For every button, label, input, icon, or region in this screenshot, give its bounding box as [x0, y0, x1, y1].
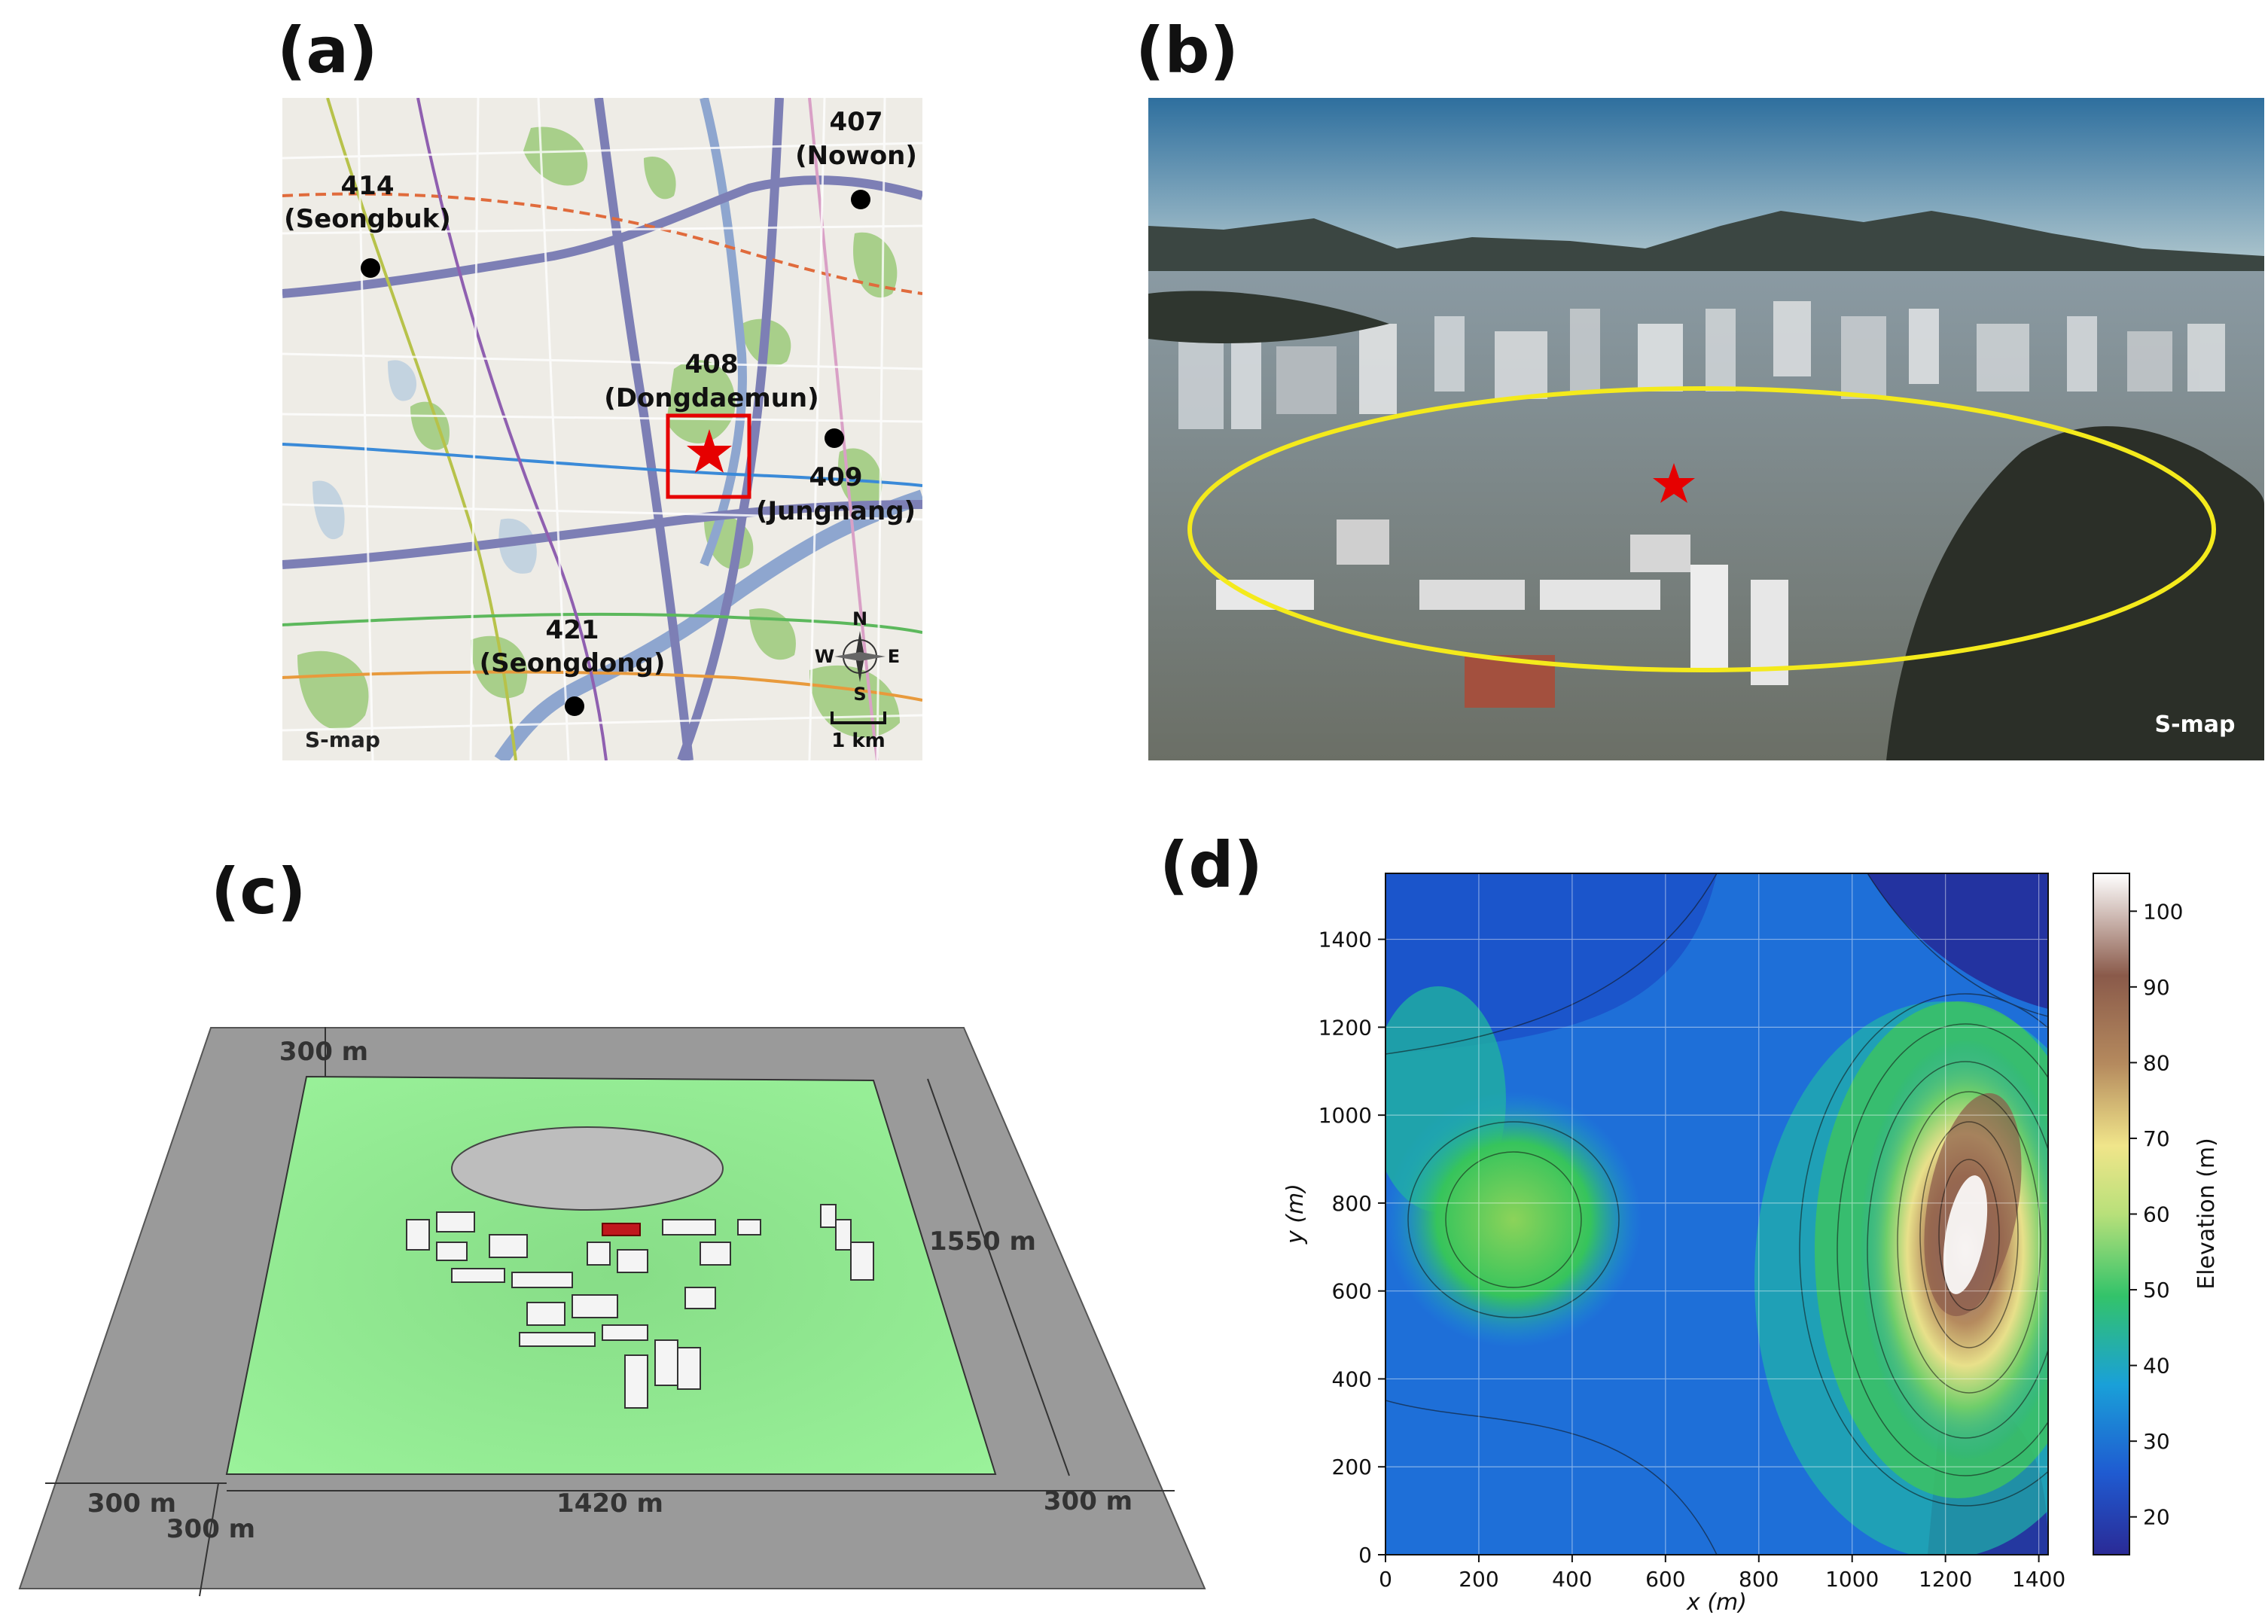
y-axis-ticks: 0 200 400 600 800 1000 1200 1400 — [1318, 928, 1385, 1568]
colorbar-tick-label: 30 — [2143, 1429, 2170, 1454]
station-407-dot — [851, 190, 870, 209]
building-cluster — [406, 1126, 874, 1409]
station-409-dot — [825, 428, 844, 448]
panel-c-domain: 300 m 1550 m 1420 m 300 m 300 m 300 m — [0, 971, 1220, 1619]
study-area-ellipse — [1187, 386, 2216, 672]
colorbar-tick-label: 40 — [2143, 1354, 2170, 1379]
colorbar-tick-label: 70 — [2143, 1126, 2170, 1151]
dim-right: 1550 m — [929, 1226, 1036, 1257]
dimension-lines — [45, 1027, 1175, 1597]
scale-bar-label: 1 km — [831, 730, 886, 752]
x-tick-label: 800 — [1739, 1567, 1779, 1592]
station-407-id: 407 — [830, 107, 883, 137]
domain-svg: 300 m 1550 m 1420 m 300 m 300 m 300 m — [18, 1027, 1206, 1597]
station-407-name: (Nowon) — [795, 141, 917, 171]
map-background — [282, 98, 922, 760]
terrain-surface — [225, 1075, 997, 1475]
station-414-dot — [361, 258, 380, 278]
forested-ridge-left — [1148, 291, 1389, 343]
forested-hill — [1886, 426, 2264, 760]
study-area-star — [1653, 463, 1695, 503]
panel-label-b: (b) — [1136, 14, 1239, 87]
heatmap-field — [1385, 873, 2048, 1555]
station-409-name: (Jungnang) — [756, 496, 916, 526]
y-tick-label: 1400 — [1318, 928, 1372, 952]
colorbar-label: Elevation (m) — [2193, 1138, 2220, 1290]
aerial-source-label: S-map — [2154, 711, 2235, 738]
scale-bar — [831, 711, 886, 724]
station-421-name: (Seongdong) — [480, 648, 666, 678]
water-areas — [312, 360, 537, 574]
aerial-svg: S-map — [1148, 98, 2264, 760]
x-axis-label: x (m) — [1686, 1589, 1747, 1616]
map-svg: 407 (Nowon) 414 (Seongbuk) 408 (Dongdaem… — [282, 96, 925, 765]
minor-roads — [282, 97, 923, 761]
target-building — [602, 1223, 641, 1236]
dim-bottom-left: 300 m — [166, 1514, 255, 1544]
compass-icon: N S E W — [815, 608, 900, 705]
y-axis-label: y (m) — [1282, 1184, 1309, 1245]
colorbar — [2093, 873, 2130, 1555]
map-source-label: S-map — [305, 727, 380, 752]
x-tick-label: 1200 — [1919, 1567, 1972, 1592]
study-area-star — [687, 429, 732, 473]
colorbar-tick-label: 50 — [2143, 1278, 2170, 1303]
x-tick-label: 0 — [1379, 1567, 1392, 1592]
elevation-chart: 0 200 400 600 800 1000 1200 1400 0 200 400 600 800 1… — [1282, 873, 2220, 1616]
panel-d-chart: 0 200 400 600 800 1000 1200 1400 0 200 400 600 800 1… — [1265, 858, 2259, 1621]
y-tick-label: 200 — [1332, 1455, 1372, 1479]
dim-right-bottom: 300 m — [1044, 1486, 1132, 1516]
panel-label-a: (a) — [277, 14, 378, 87]
x-tick-label: 200 — [1459, 1567, 1498, 1592]
station-414-name: (Seongbuk) — [284, 204, 451, 234]
plot-frame — [1385, 873, 2049, 1555]
station-409-id: 409 — [809, 462, 863, 492]
x-axis-ticks: 0 200 400 600 800 1000 1200 1400 — [1379, 1555, 2065, 1592]
station-408-name: (Dongdaemun) — [604, 383, 818, 413]
x-tick-label: 600 — [1645, 1567, 1685, 1592]
compass-w: W — [815, 646, 834, 667]
station-414-id: 414 — [341, 171, 395, 201]
compass-n: N — [852, 608, 867, 629]
compass-s: S — [853, 684, 866, 705]
dim-top: 300 m — [279, 1037, 368, 1067]
x-tick-label: 400 — [1552, 1567, 1592, 1592]
y-tick-label: 600 — [1332, 1279, 1372, 1304]
y-tick-label: 400 — [1332, 1367, 1372, 1391]
colorbar-tick-label: 90 — [2143, 975, 2170, 1000]
colorbar-tick-label: 100 — [2143, 899, 2183, 924]
panel-a-map: 407 (Nowon) 414 (Seongbuk) 408 (Dongdaem… — [282, 96, 925, 765]
x-tick-label: 1400 — [2012, 1567, 2065, 1592]
x-tick-label: 1000 — [1825, 1567, 1879, 1592]
panel-b-aerial: S-map — [1148, 98, 2264, 760]
station-421-dot — [565, 696, 584, 716]
panel-label-d: (d) — [1160, 828, 1263, 902]
station-421-id: 421 — [546, 615, 599, 645]
y-tick-label: 1200 — [1318, 1015, 1372, 1040]
colorbar-ticks: 20 30 40 50 60 70 80 90 100 — [2129, 899, 2183, 1530]
colorbar-tick-label: 60 — [2143, 1202, 2170, 1227]
panel-label-c: (c) — [211, 855, 306, 928]
colorbar-tick-label: 80 — [2143, 1050, 2170, 1075]
y-tick-label: 800 — [1332, 1191, 1372, 1216]
station-408-id: 408 — [685, 349, 739, 379]
y-tick-label: 0 — [1358, 1543, 1372, 1568]
compass-e: E — [888, 646, 900, 667]
dim-bottom: 1420 m — [556, 1488, 663, 1519]
colorbar-tick-label: 20 — [2143, 1505, 2170, 1530]
study-area-box — [666, 413, 751, 499]
dim-left: 300 m — [87, 1488, 176, 1519]
y-tick-label: 1000 — [1318, 1103, 1372, 1128]
mountain-ridge — [1148, 211, 2264, 279]
stream — [700, 96, 747, 567]
